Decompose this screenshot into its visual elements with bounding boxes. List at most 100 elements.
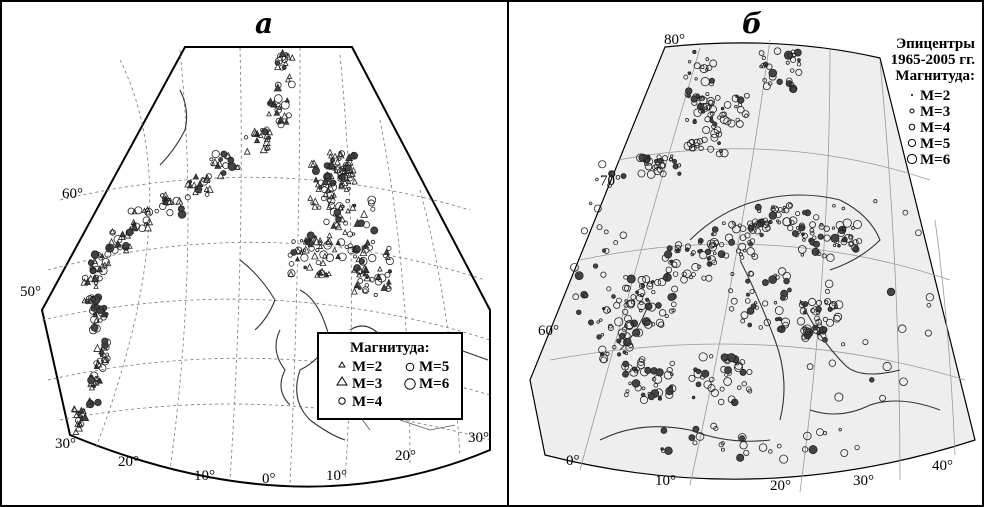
panel-b-legend-item: M=5: [920, 136, 950, 152]
epicenter-triangle: [81, 412, 90, 422]
epicenter-circle: [587, 319, 594, 326]
epicenter-circle: [739, 234, 747, 242]
epicenter-triangle: [94, 359, 103, 368]
epicenter-circle: [318, 185, 323, 190]
epicenter-circle: [822, 316, 828, 322]
panel-b-legend-magnitude: Магнитуда:: [895, 68, 975, 84]
epicenter-triangle: [286, 73, 293, 79]
epicenter-circle: [737, 223, 742, 228]
epicenter-circle: [897, 324, 907, 334]
epicenter-circle: [333, 208, 342, 217]
epicenter-circle: [837, 229, 845, 237]
epicenter-circle: [791, 230, 799, 237]
epicenter-circle: [746, 292, 750, 297]
epicenter-triangle: [305, 263, 314, 271]
epicenter-circle: [596, 224, 603, 231]
panel-a-legend-item: M=4: [352, 394, 383, 410]
epicenter-circle: [608, 323, 613, 329]
epicenter-circle: [713, 126, 722, 134]
epicenter-circle: [717, 141, 721, 146]
epicenter-circle: [691, 272, 696, 277]
epicenter-triangle: [333, 167, 340, 174]
epicenter-circle: [776, 443, 782, 449]
epicenter-circle: [759, 232, 764, 238]
epicenter-circle: [370, 239, 376, 245]
epicenter-triangle: [109, 228, 116, 235]
epicenter-circle: [809, 221, 816, 229]
epicenter-triangle: [144, 205, 151, 212]
epicenter-circle: [315, 259, 321, 266]
epicenter-circle: [851, 243, 859, 252]
epicenter-triangle: [307, 194, 314, 201]
epicenter-circle: [764, 220, 770, 226]
epicenter-circle: [798, 301, 806, 308]
epicenter-triangle: [339, 215, 346, 223]
epicenter-circle: [104, 312, 109, 316]
epicenter-triangle: [92, 311, 99, 318]
epicenter-circle: [160, 193, 165, 198]
epicenter-circle: [751, 253, 756, 258]
epicenter-circle: [220, 150, 228, 158]
epicenter-circle: [640, 392, 646, 398]
m2-triangle-icon: [338, 361, 346, 368]
epicenter-circle: [801, 210, 807, 216]
epicenter-triangle: [88, 384, 96, 391]
epicenter-circle: [622, 360, 629, 368]
epicenter-circle: [886, 287, 896, 297]
epicenter-circle: [691, 263, 700, 272]
epicenter-circle: [646, 282, 654, 290]
epicenter-circle: [698, 145, 704, 152]
epicenter-circle: [826, 318, 834, 327]
epicenter-circle: [715, 150, 723, 158]
epicenter-circle: [385, 257, 394, 266]
epicenter-circle: [926, 302, 932, 308]
epicenter-triangle: [348, 169, 356, 177]
epicenter-triangle: [321, 177, 330, 186]
epicenter-circle: [747, 322, 753, 328]
epicenter-circle: [96, 251, 101, 256]
epicenter-triangle: [262, 137, 271, 146]
epicenter-circle: [624, 299, 628, 303]
epicenter-circle: [572, 293, 580, 301]
epicenter-circle: [655, 318, 665, 327]
epicenter-circle: [323, 241, 332, 250]
epicenter-triangle: [331, 246, 338, 253]
panel-b-legend-years: 1965-2005 гг.: [891, 52, 976, 68]
epicenter-circle: [691, 395, 696, 400]
epicenter-triangle: [326, 232, 333, 239]
epicenter-circle: [692, 440, 698, 446]
epicenter-circle: [768, 68, 778, 78]
epicenter-circle: [620, 173, 627, 179]
epicenter-circle: [370, 226, 379, 235]
epicenter-circle: [815, 310, 821, 315]
epicenter-circle: [776, 78, 783, 85]
epicenter-circle: [834, 392, 844, 402]
epicenter-circle: [641, 317, 651, 327]
epicenter-triangle: [323, 171, 332, 179]
epicenter-circle: [275, 103, 282, 110]
epicenter-circle: [924, 329, 932, 337]
epicenter-circle: [672, 159, 678, 164]
panel-b-lon-label: 30°: [853, 473, 874, 489]
epicenter-circle: [824, 279, 834, 289]
epicenter-circle: [869, 377, 875, 383]
epicenter-circle: [768, 449, 773, 454]
epicenter-circle: [710, 232, 715, 236]
epicenter-circle: [711, 226, 719, 233]
epicenter-circle: [259, 127, 265, 133]
epicenter-circle: [728, 288, 734, 294]
panel-b-coastlines: [599, 194, 941, 442]
epicenter-circle: [782, 217, 792, 227]
epicenter-circle: [600, 271, 607, 278]
epicenter-circle: [618, 338, 627, 346]
epicenter-circle: [723, 117, 732, 126]
epicenter-circle: [797, 58, 801, 62]
epicenter-circle: [637, 275, 646, 285]
epicenter-circle: [762, 279, 769, 286]
epicenter-triangle: [187, 182, 194, 189]
epicenter-circle: [154, 208, 159, 214]
epicenter-triangle: [81, 297, 88, 304]
epicenter-triangle: [72, 428, 80, 435]
epicenter-circle: [732, 221, 736, 225]
epicenter-circle: [788, 81, 795, 88]
